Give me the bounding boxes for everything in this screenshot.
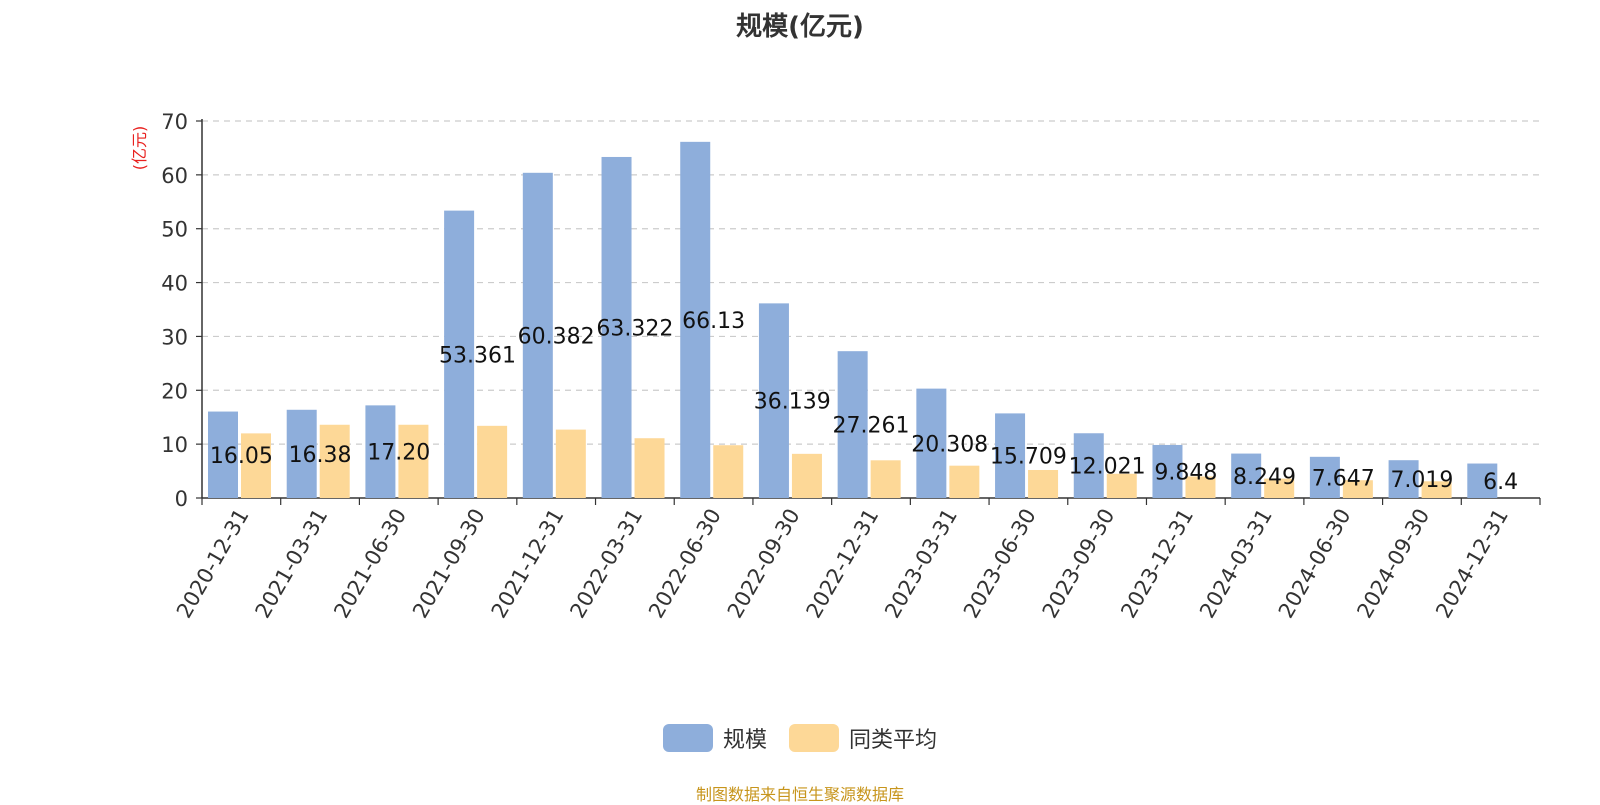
bar-peer-average xyxy=(634,438,665,498)
data-label-scale: 20.308 xyxy=(911,432,988,457)
bar-scale xyxy=(365,405,396,498)
data-source-note: 制图数据来自恒生聚源数据库 xyxy=(695,785,904,804)
bar-scale xyxy=(1309,456,1340,498)
data-label-scale: 53.361 xyxy=(439,343,516,368)
y-tick-label: 60 xyxy=(161,164,188,188)
legend-label-scale: 规模 xyxy=(722,728,767,753)
y-tick-label: 30 xyxy=(161,325,188,349)
data-label-scale: 12.021 xyxy=(1069,455,1146,480)
bar-peer-average xyxy=(398,424,429,498)
bar-scale xyxy=(1231,453,1262,498)
x-tick-label: 2022-09-30 xyxy=(723,505,805,623)
bar-scale xyxy=(1388,460,1419,498)
data-label-scale: 9.848 xyxy=(1154,460,1217,485)
bar-peer-average xyxy=(1028,469,1059,498)
bar-peer-average xyxy=(870,460,901,498)
bar-scale xyxy=(837,351,868,498)
y-tick-label: 0 xyxy=(175,487,188,511)
bar-scale xyxy=(1467,463,1498,498)
data-label-scale: 66.13 xyxy=(682,309,745,334)
data-label-scale: 7.647 xyxy=(1312,466,1375,491)
legend-item-scale[interactable]: 规模 xyxy=(662,722,767,754)
y-tick-label: 50 xyxy=(161,218,188,242)
data-label-scale: 16.05 xyxy=(210,444,273,469)
data-label-scale: 60.382 xyxy=(518,324,595,349)
bar-scale xyxy=(601,156,632,498)
bar-peer-average xyxy=(791,453,822,498)
bar-peer-average xyxy=(1185,476,1216,498)
bar-peer-average xyxy=(1421,481,1452,498)
bar-peer-average xyxy=(555,429,586,498)
bar-peer-average xyxy=(713,445,744,498)
x-tick-label: 2024-06-30 xyxy=(1274,505,1356,623)
bar-peer-average xyxy=(477,425,508,498)
bar-peer-average xyxy=(1342,480,1373,498)
bar-scale xyxy=(916,388,947,498)
bar-scale xyxy=(208,411,238,498)
x-tick-label: 2024-12-31 xyxy=(1431,505,1513,623)
bar-peer-average xyxy=(1106,473,1137,498)
x-tick-label: 2023-06-30 xyxy=(959,505,1041,623)
y-tick-label: 70 xyxy=(161,110,188,134)
bar-scale xyxy=(995,413,1026,498)
x-tick-label: 2024-09-30 xyxy=(1352,505,1434,623)
legend: 规模 同类平均 xyxy=(0,722,1600,754)
x-tick-label: 2023-03-31 xyxy=(880,504,962,622)
y-tick-label: 10 xyxy=(161,433,188,457)
legend-item-peer-average[interactable]: 同类平均 xyxy=(789,722,937,754)
data-label-scale: 17.20 xyxy=(367,441,430,466)
x-tick-label: 2022-03-31 xyxy=(565,505,647,623)
bar-peer-average xyxy=(319,424,350,498)
y-axis-unit-label: (亿元) xyxy=(130,126,149,171)
data-label-scale: 27.261 xyxy=(833,414,910,439)
bar-peer-average xyxy=(949,465,980,498)
data-label-scale: 15.709 xyxy=(990,445,1067,470)
x-tick-label: 2023-09-30 xyxy=(1038,505,1120,623)
data-label-scale: 6.4 xyxy=(1483,470,1518,495)
x-tick-label: 2021-09-30 xyxy=(408,505,490,623)
x-tick-label: 2024-03-31 xyxy=(1195,505,1277,623)
x-tick-label: 2023-12-31 xyxy=(1116,505,1198,623)
x-tick-label: 2021-06-30 xyxy=(329,505,411,623)
chart-title: 规模(亿元) xyxy=(736,12,864,42)
bar-scale xyxy=(444,210,475,498)
bar-scale xyxy=(522,172,553,498)
data-label-scale: 36.139 xyxy=(754,390,831,415)
y-tick-label: 20 xyxy=(161,379,188,403)
bar-scale xyxy=(286,409,317,498)
y-tick-label: 40 xyxy=(161,272,188,296)
bar-scale xyxy=(758,303,789,498)
bar-scale xyxy=(1073,433,1104,498)
legend-swatch-scale xyxy=(662,724,713,752)
x-tick-label: 2021-03-31 xyxy=(251,505,333,623)
bar-peer-average xyxy=(241,433,271,498)
x-tick-label: 2022-06-30 xyxy=(644,505,726,623)
legend-label-peer-average: 同类平均 xyxy=(849,728,938,753)
bar-peer-average xyxy=(1264,478,1295,498)
x-tick-label: 2021-12-31 xyxy=(487,505,569,623)
data-label-scale: 63.322 xyxy=(596,316,673,341)
legend-swatch-peer-average xyxy=(789,724,839,752)
bar-scale xyxy=(1152,444,1183,498)
x-tick-label: 2020-12-31 xyxy=(172,505,254,623)
data-label-scale: 16.38 xyxy=(289,443,352,468)
x-tick-label: 2022-12-31 xyxy=(802,505,884,623)
bar-scale xyxy=(680,141,711,498)
data-label-scale: 8.249 xyxy=(1233,465,1296,490)
data-label-scale: 7.019 xyxy=(1390,468,1453,493)
